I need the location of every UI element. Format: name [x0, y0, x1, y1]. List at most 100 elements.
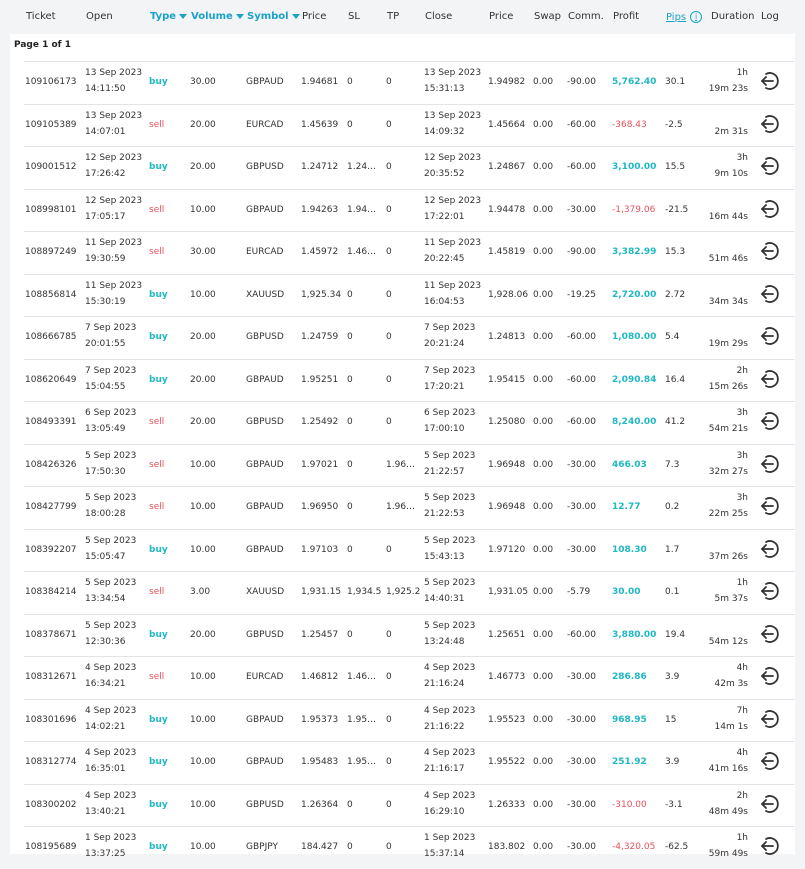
tp-cell: 0 — [386, 332, 392, 342]
comm-cell: -60.00 — [567, 162, 597, 172]
open-date-cell: 7 Sep 2023 — [85, 323, 137, 333]
pips-cell: 3.9 — [665, 672, 680, 682]
table-row[interactable]: 108493391 6 Sep 2023 13:05:49 sell 20.00… — [24, 401, 795, 444]
sl-cell: 1.46… — [347, 672, 377, 682]
log-exit-icon[interactable] — [759, 750, 781, 772]
tp-cell: 0 — [386, 417, 392, 427]
close-date-cell: 1 Sep 2023 — [424, 833, 476, 843]
ticket-cell: 108195689 — [25, 842, 77, 852]
log-exit-icon[interactable] — [759, 240, 781, 262]
comm-cell: -30.00 — [567, 672, 597, 682]
table-row[interactable]: 108620649 7 Sep 2023 15:04:55 buy 20.00 … — [24, 358, 795, 402]
log-exit-icon[interactable] — [759, 113, 781, 135]
log-exit-icon[interactable] — [759, 580, 781, 602]
duration-hours-cell: 3h — [736, 450, 748, 461]
col-pips-link[interactable]: Pips i — [666, 11, 703, 23]
log-exit-icon[interactable] — [759, 70, 781, 92]
table-row[interactable]: 108312774 4 Sep 2023 16:35:01 buy 10.00 … — [24, 741, 795, 784]
table-row[interactable]: 108856814 11 Sep 2023 15:30:19 buy 10.00… — [24, 273, 795, 317]
table-row[interactable]: 108378671 5 Sep 2023 12:30:36 buy 20.00 … — [24, 613, 795, 657]
col-type-sort[interactable]: Type — [150, 11, 188, 22]
table-row[interactable]: 108392207 5 Sep 2023 15:05:47 buy 10.00 … — [24, 528, 795, 572]
log-exit-icon[interactable] — [759, 410, 781, 432]
col-close: Close — [425, 11, 453, 22]
price-cell: 1.95373 — [301, 714, 339, 725]
table-row[interactable]: 108998101 12 Sep 2023 17:05:17 sell 10.0… — [24, 188, 795, 232]
type-cell: buy — [149, 757, 168, 767]
table-row[interactable]: 109001512 12 Sep 2023 17:26:42 buy 20.00… — [24, 146, 795, 189]
duration-minutes-cell: 51m 46s — [708, 254, 748, 264]
log-exit-icon[interactable] — [759, 453, 781, 475]
log-exit-icon[interactable] — [759, 368, 781, 390]
type-cell: sell — [149, 247, 165, 257]
open-date-cell: 12 Sep 2023 — [85, 195, 143, 206]
ticket-cell: 108301696 — [25, 714, 77, 725]
table-panel: Page 1 of 1 109106173 13 Sep 2023 14:11:… — [10, 34, 795, 859]
open-date-cell: 6 Sep 2023 — [85, 408, 137, 418]
close-price-cell: 1.24813 — [488, 332, 526, 342]
tp-cell: 0 — [386, 799, 392, 810]
table-row[interactable]: 108312671 4 Sep 2023 16:34:21 sell 10.00… — [24, 656, 795, 699]
col-symbol-sort[interactable]: Symbol — [247, 11, 300, 22]
close-date-cell: 4 Sep 2023 — [424, 663, 476, 673]
close-time-cell: 21:22:53 — [424, 509, 465, 519]
ticket-cell: 108666785 — [25, 332, 77, 342]
tp-cell: 0 — [386, 247, 392, 257]
log-exit-icon[interactable] — [759, 325, 781, 347]
price-cell: 1.94263 — [301, 204, 339, 215]
duration-hours-cell: 4h — [736, 748, 748, 758]
tp-cell: 0 — [386, 374, 392, 385]
log-exit-icon[interactable] — [759, 538, 781, 560]
duration-minutes-cell: 14m 1s — [714, 721, 749, 732]
log-exit-icon[interactable] — [759, 793, 781, 815]
log-exit-icon[interactable] — [759, 665, 781, 687]
table-body: 109106173 13 Sep 2023 14:11:50 buy 30.00… — [24, 61, 795, 869]
table-row[interactable]: 109105389 13 Sep 2023 14:07:01 sell 20.0… — [24, 103, 795, 147]
swap-cell: 0.00 — [533, 289, 554, 300]
profit-cell: -1,379.06 — [612, 204, 656, 215]
pips-cell: 7.3 — [665, 459, 680, 470]
symbol-cell: GBPAUD — [246, 459, 284, 470]
duration-hours-cell: 1h — [736, 578, 748, 588]
info-icon[interactable]: i — [690, 11, 703, 23]
log-exit-icon[interactable] — [759, 155, 781, 177]
close-time-cell: 21:16:17 — [424, 764, 465, 774]
col-close-price: Price — [489, 11, 514, 22]
symbol-cell: GBPAUD — [246, 374, 284, 385]
close-time-cell: 21:16:24 — [424, 679, 465, 689]
pips-cell: -3.1 — [665, 799, 683, 810]
close-date-cell: 7 Sep 2023 — [424, 323, 476, 333]
pips-cell: 15.5 — [665, 162, 686, 172]
table-row[interactable]: 108897249 11 Sep 2023 19:30:59 sell 30.0… — [24, 231, 795, 274]
table-row[interactable]: 108427799 5 Sep 2023 18:00:28 sell 10.00… — [24, 486, 795, 529]
open-time-cell: 14:02:21 — [85, 721, 126, 732]
swap-cell: 0.00 — [533, 544, 554, 555]
table-row[interactable]: 108384214 5 Sep 2023 13:34:54 sell 3.00 … — [24, 571, 795, 614]
table-row[interactable]: 108300202 4 Sep 2023 13:40:21 buy 10.00 … — [24, 783, 795, 827]
close-price-cell: 1.25651 — [488, 629, 526, 640]
comm-cell: -30.00 — [567, 544, 597, 555]
ticket-cell: 108856814 — [25, 289, 77, 300]
table-row[interactable]: 108195689 1 Sep 2023 13:37:25 buy 10.00 … — [24, 826, 795, 869]
table-row[interactable]: 108301696 4 Sep 2023 14:02:21 buy 10.00 … — [24, 698, 795, 742]
symbol-cell: GBPUSD — [246, 162, 284, 172]
col-volume-sort[interactable]: Volume — [191, 11, 244, 22]
log-exit-icon[interactable] — [759, 198, 781, 220]
volume-cell: 30.00 — [190, 77, 216, 87]
log-exit-icon[interactable] — [759, 283, 781, 305]
tp-cell: 0 — [386, 289, 392, 300]
pips-cell: 5.4 — [665, 332, 680, 342]
log-exit-icon[interactable] — [759, 495, 781, 517]
table-row[interactable]: 108426326 5 Sep 2023 17:50:30 sell 10.00… — [24, 443, 795, 487]
comm-cell: -30.00 — [567, 842, 597, 852]
comm-cell: -30.00 — [567, 757, 597, 767]
table-row[interactable]: 108666785 7 Sep 2023 20:01:55 buy 20.00 … — [24, 316, 795, 359]
symbol-cell: GBPAUD — [246, 502, 284, 512]
volume-cell: 20.00 — [190, 374, 216, 385]
log-exit-icon[interactable] — [759, 708, 781, 730]
table-row[interactable]: 109106173 13 Sep 2023 14:11:50 buy 30.00… — [24, 61, 795, 104]
open-date-cell: 4 Sep 2023 — [85, 748, 137, 758]
symbol-cell: GBPAUD — [246, 714, 284, 725]
sl-cell: 0 — [347, 629, 353, 640]
log-exit-icon[interactable] — [759, 623, 781, 645]
